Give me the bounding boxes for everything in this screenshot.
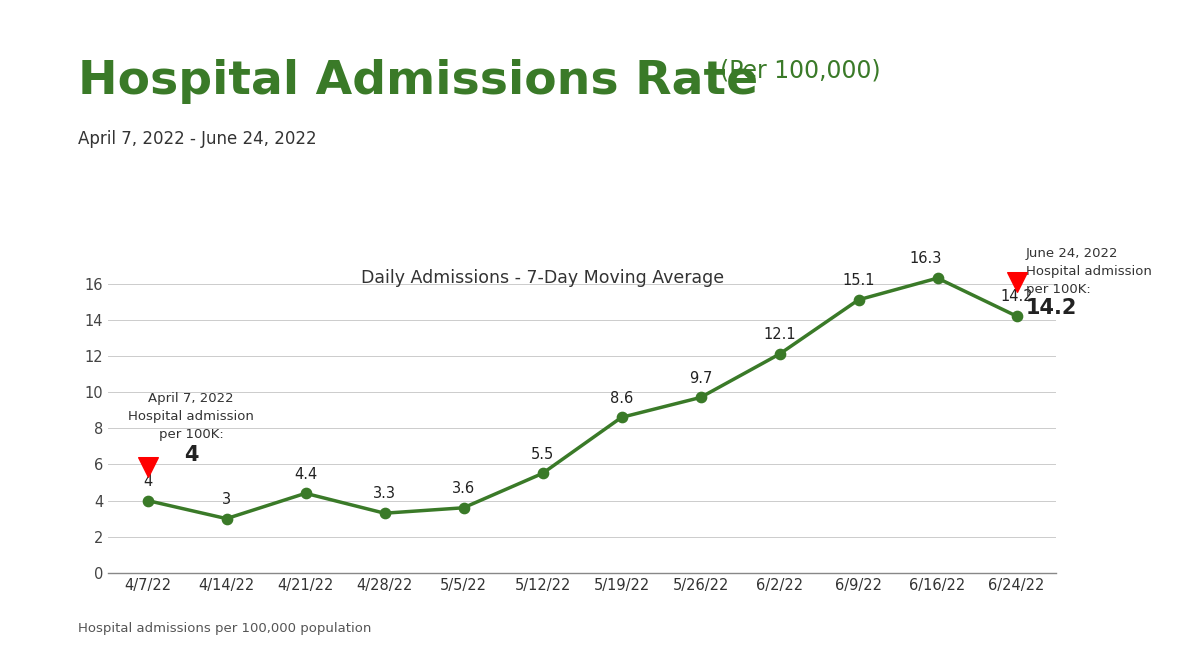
Text: 4: 4 bbox=[143, 474, 152, 489]
Text: 9.7: 9.7 bbox=[689, 370, 712, 385]
Text: 14.2: 14.2 bbox=[1026, 298, 1078, 318]
Text: 5.5: 5.5 bbox=[530, 447, 554, 462]
Text: 4.4: 4.4 bbox=[294, 467, 317, 482]
Text: 15.1: 15.1 bbox=[842, 273, 875, 288]
Text: (Per 100,000): (Per 100,000) bbox=[720, 59, 881, 83]
Text: 12.1: 12.1 bbox=[763, 327, 796, 342]
Text: Hospital Admissions Rate: Hospital Admissions Rate bbox=[78, 59, 758, 104]
Point bbox=[1007, 277, 1026, 287]
Text: 4: 4 bbox=[184, 445, 198, 465]
Point bbox=[1007, 311, 1026, 322]
Point bbox=[454, 503, 473, 513]
Point bbox=[138, 495, 157, 506]
Text: Hospital admissions per 100,000 population: Hospital admissions per 100,000 populati… bbox=[78, 622, 371, 635]
Text: 8.6: 8.6 bbox=[610, 391, 634, 406]
Point bbox=[848, 295, 868, 305]
Text: April 7, 2022
Hospital admission
per 100K:: April 7, 2022 Hospital admission per 100… bbox=[128, 392, 254, 441]
Point bbox=[612, 412, 631, 422]
Point bbox=[296, 488, 316, 499]
Text: 16.3: 16.3 bbox=[910, 251, 942, 266]
Text: April 7, 2022 - June 24, 2022: April 7, 2022 - June 24, 2022 bbox=[78, 130, 317, 148]
Text: 14.2: 14.2 bbox=[1000, 289, 1033, 305]
Text: June 24, 2022
Hospital admission
per 100K:: June 24, 2022 Hospital admission per 100… bbox=[1026, 247, 1152, 296]
Point bbox=[374, 508, 394, 518]
Point bbox=[928, 273, 947, 283]
Text: 3.6: 3.6 bbox=[452, 481, 475, 496]
Point bbox=[533, 468, 552, 478]
Point bbox=[138, 462, 157, 473]
Point bbox=[770, 349, 790, 359]
Text: 3: 3 bbox=[222, 492, 232, 507]
Point bbox=[691, 393, 710, 403]
Point bbox=[217, 514, 236, 524]
Text: Daily Admissions - 7-Day Moving Average: Daily Admissions - 7-Day Moving Average bbox=[361, 269, 724, 287]
Text: 3.3: 3.3 bbox=[373, 486, 396, 501]
